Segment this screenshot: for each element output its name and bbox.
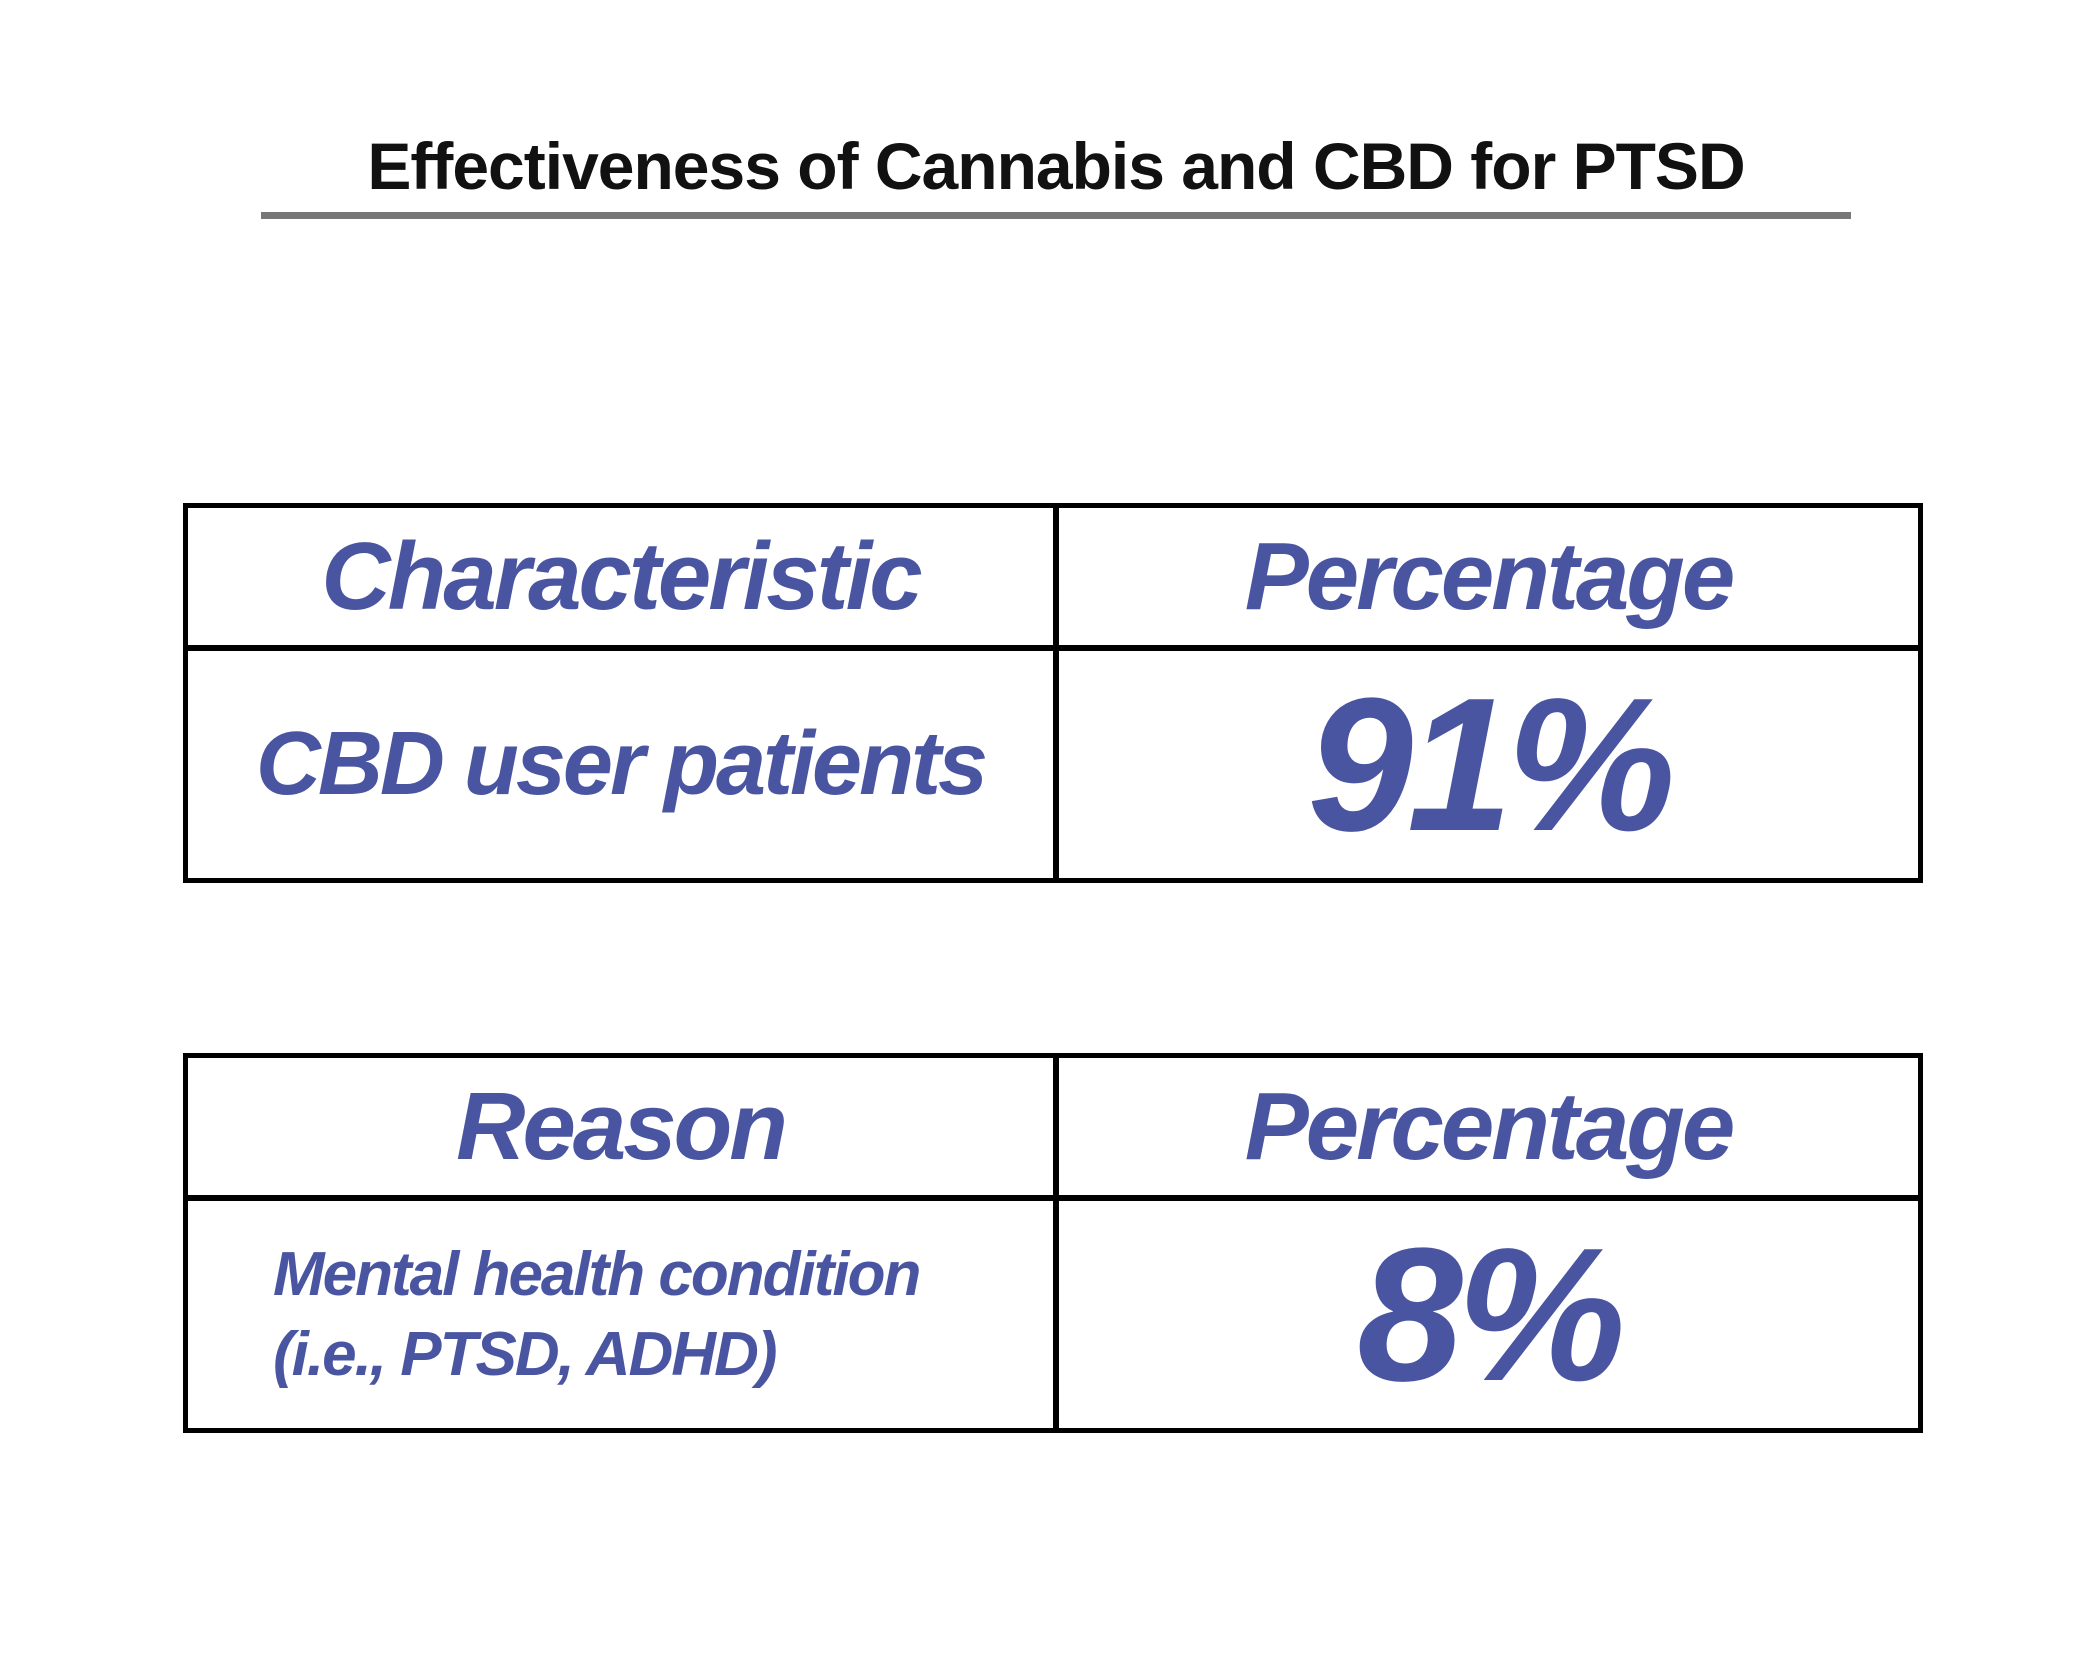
row-divider — [188, 645, 1918, 651]
page-title: Effectiveness of Cannabis and CBD for PT… — [367, 129, 1745, 203]
column-divider — [1053, 1058, 1059, 1428]
header-percentage: Percentage — [1244, 1072, 1736, 1180]
cell-characteristic: CBD user patients — [255, 714, 988, 814]
cell-percentage: 91% — [1307, 658, 1675, 871]
reason-table: Reason Percentage Mental health conditio… — [183, 1053, 1923, 1433]
header-reason: Reason — [456, 1072, 788, 1180]
characteristic-table: Characteristic Percentage CBD user patie… — [183, 503, 1923, 883]
reason-line: Mental health condition — [273, 1239, 921, 1309]
column-divider — [1053, 508, 1059, 878]
header-percentage: Percentage — [1244, 522, 1736, 630]
cell-reason: Mental health condition (i.e., PTSD, ADH… — [273, 1201, 1053, 1428]
reason-line: (i.e., PTSD, ADHD) — [273, 1319, 778, 1389]
row-divider — [188, 1195, 1918, 1201]
header-characteristic: Characteristic — [321, 522, 922, 630]
title-underline — [261, 212, 1851, 219]
cell-percentage: 8% — [1357, 1208, 1626, 1421]
